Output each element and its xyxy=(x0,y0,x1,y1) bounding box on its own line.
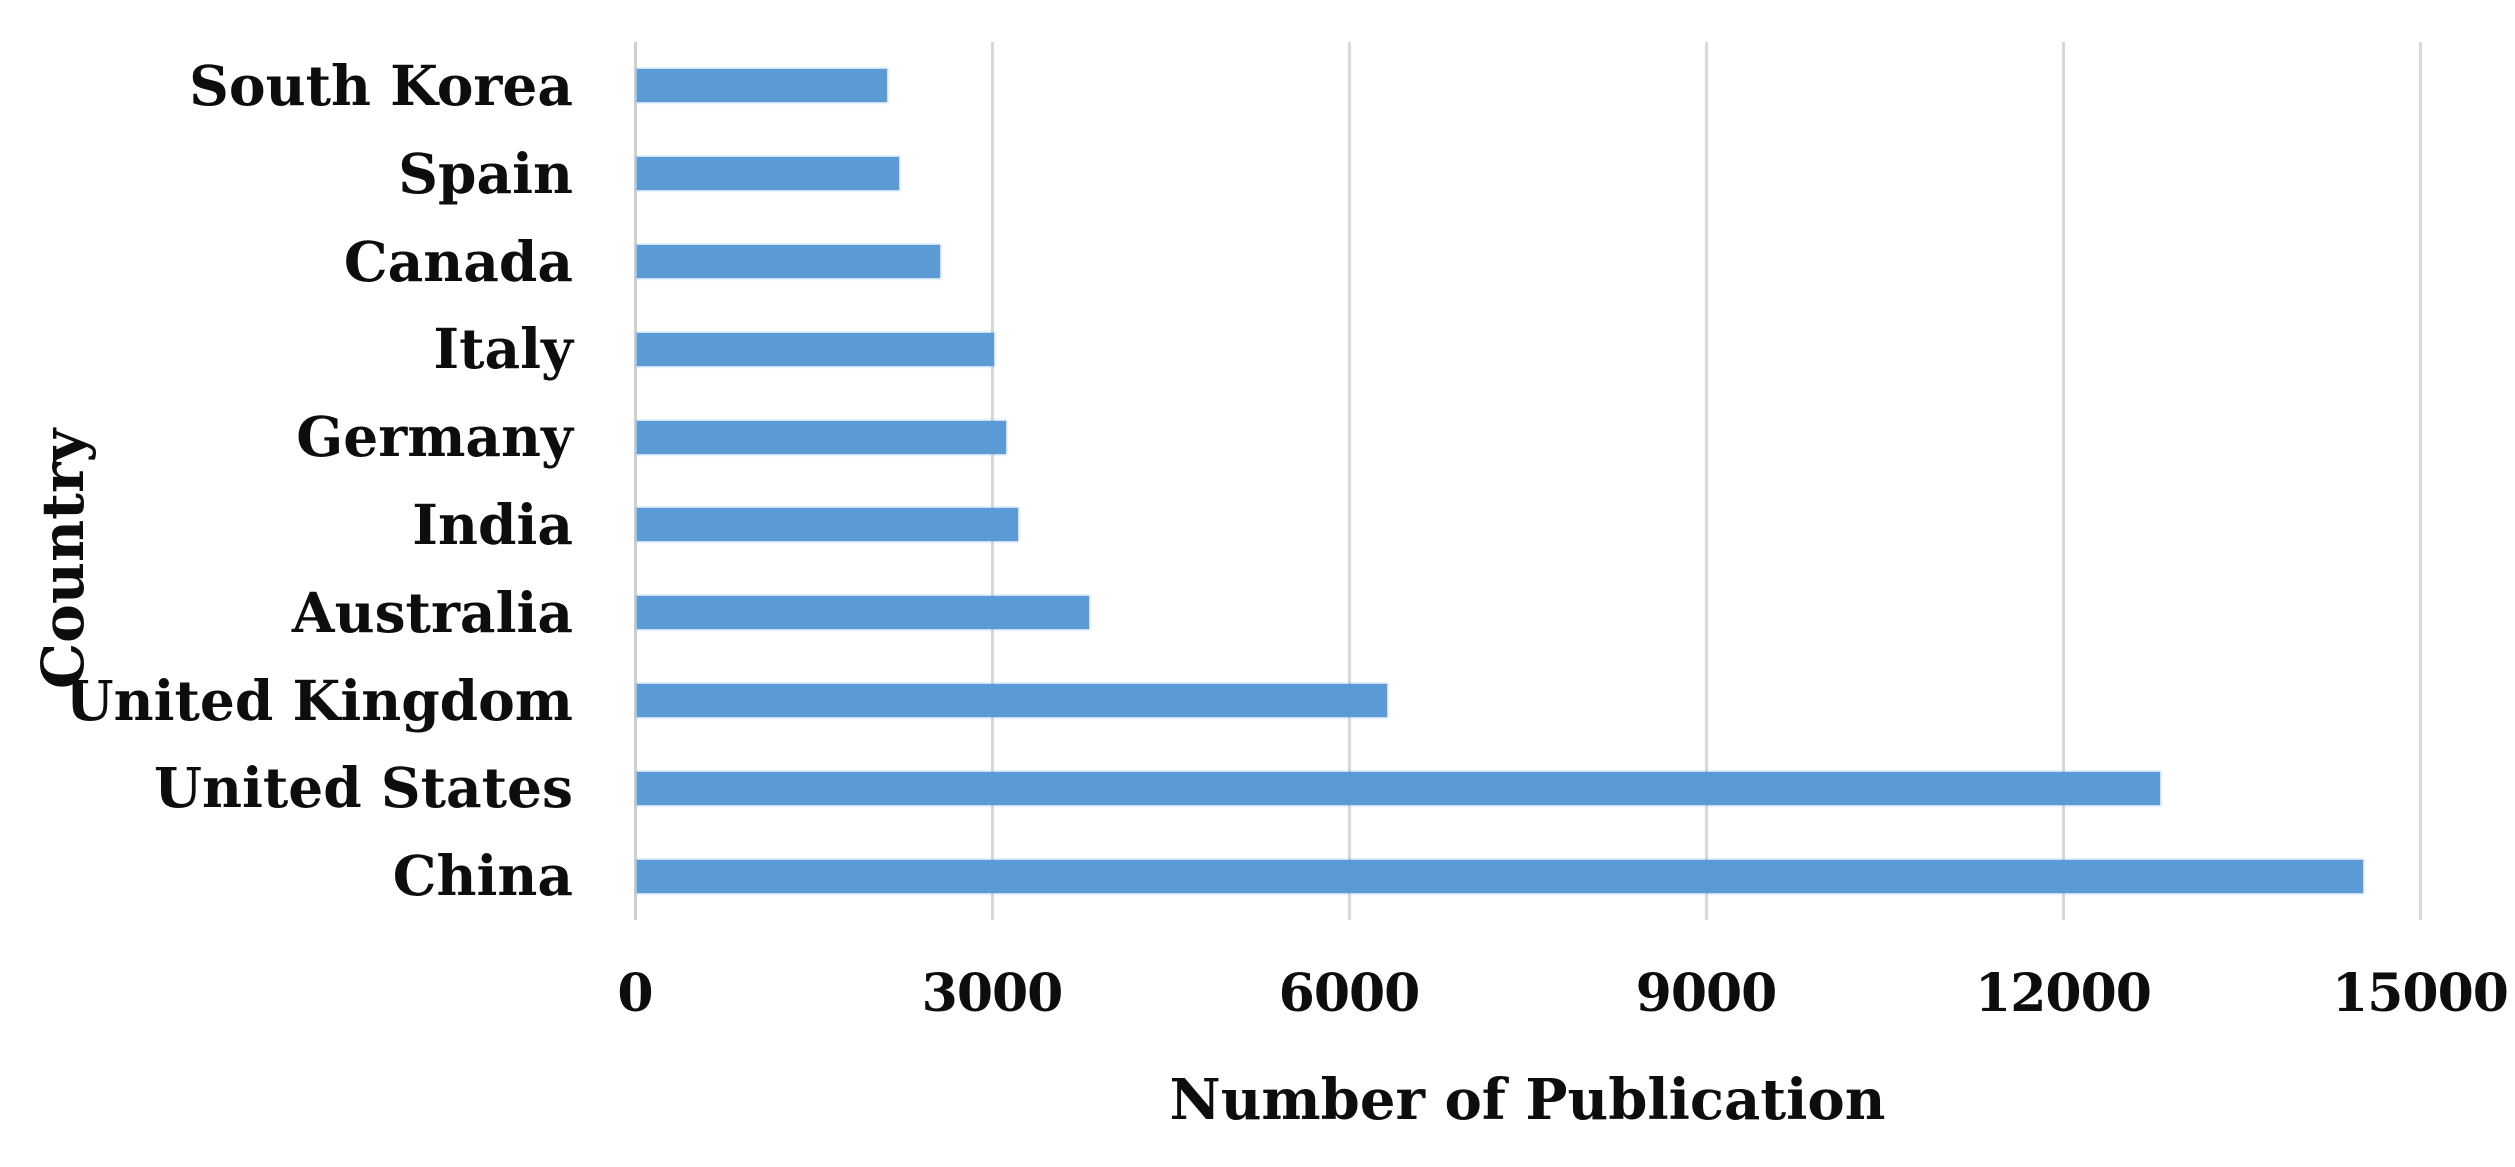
bar-india xyxy=(637,508,1018,542)
gridline-15000 xyxy=(2418,42,2422,920)
bar-canada xyxy=(637,245,941,278)
x-tick-label-15000: 15000 xyxy=(2332,963,2509,1024)
category-label-united-kingdom: United Kingdom xyxy=(65,667,573,733)
category-label-spain: Spain xyxy=(398,140,573,206)
bar-germany xyxy=(637,420,1006,454)
category-label-united-states: United States xyxy=(154,755,573,821)
category-label-australia: Australia xyxy=(291,579,573,645)
x-tick-label-12000: 12000 xyxy=(1975,963,2152,1024)
bar-spain xyxy=(637,157,899,191)
x-tick-label-0: 0 xyxy=(617,963,653,1024)
category-label-canada: Canada xyxy=(343,228,573,294)
gridline-12000 xyxy=(2061,42,2065,920)
category-axis-labels: South Korea Spain Canada Italy Germany India A… xyxy=(0,42,573,920)
bar-australia xyxy=(637,596,1090,630)
bar-united-kingdom xyxy=(637,684,1387,717)
bar-italy xyxy=(637,332,994,366)
gridline-9000 xyxy=(1704,42,1708,920)
x-axis-tick-labels: 0 3000 6000 9000 12000 15000 xyxy=(0,968,2515,1028)
category-label-china: China xyxy=(392,843,573,909)
category-label-india: India xyxy=(412,491,573,557)
x-tick-label-9000: 9000 xyxy=(1635,963,1778,1024)
bar-united-states xyxy=(637,771,2161,805)
plot-area xyxy=(633,42,2422,920)
x-tick-label-6000: 6000 xyxy=(1278,963,1421,1024)
y-axis-line xyxy=(633,42,637,920)
category-label-germany: Germany xyxy=(296,404,573,470)
bar-south-korea xyxy=(637,69,887,103)
category-label-italy: Italy xyxy=(433,316,573,382)
x-axis-title: Number of Publication xyxy=(1169,1067,1886,1133)
x-tick-label-3000: 3000 xyxy=(921,963,1064,1024)
bar-china xyxy=(637,859,2363,893)
gridline-3000 xyxy=(990,42,994,920)
gridline-6000 xyxy=(1347,42,1351,920)
category-label-south-korea: South Korea xyxy=(189,52,573,118)
